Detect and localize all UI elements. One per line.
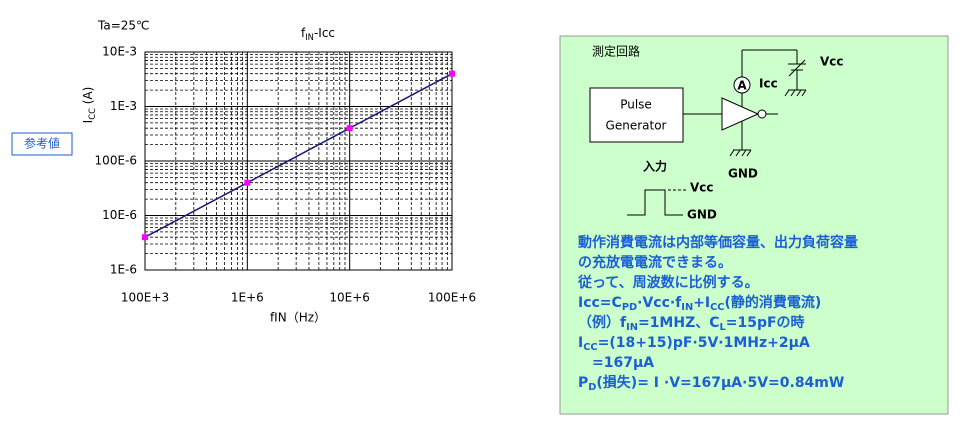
- note-line: の充放電電流できまる。: [578, 254, 732, 271]
- text-part: ·Vcc·f: [637, 295, 682, 311]
- y-tick-label: 10E-3: [102, 45, 137, 59]
- text-part: P: [578, 375, 588, 391]
- text-part: =167μA: [578, 355, 654, 371]
- circuit-title: 測定回路: [592, 44, 640, 59]
- text-part: I: [81, 120, 95, 124]
- subscript: CC: [87, 108, 97, 120]
- text-part: （例）f: [578, 314, 627, 331]
- text-part: 動作消費電流は内部等価容量、出力負荷容量: [578, 234, 858, 251]
- data-point: [449, 70, 455, 77]
- note-line: =167μA: [578, 355, 654, 371]
- data-point: [244, 179, 251, 186]
- y-tick-label: 1E-6: [110, 263, 137, 277]
- note-line: 動作消費電流は内部等価容量、出力負荷容量: [578, 234, 858, 251]
- text-part: =15pFの時: [726, 314, 805, 331]
- ammeter-label: A: [737, 79, 747, 93]
- notes: 動作消費電流は内部等価容量、出力負荷容量の充放電電流できまる。従って、周波数に比…: [577, 234, 858, 393]
- note-line: ICC=(18+15)pF·5V·1MHz+2μA: [578, 335, 810, 353]
- text-part: I: [578, 335, 583, 351]
- x-axis-label: fIN（Hz）: [270, 311, 326, 325]
- wave-vcc-label: Vcc: [690, 181, 714, 195]
- y-tick-label: 1E-3: [110, 99, 137, 113]
- data-point: [142, 234, 148, 241]
- subscript: CC: [583, 342, 597, 353]
- data-point: [346, 125, 353, 132]
- pulse-generator-box: [589, 87, 684, 143]
- x-tick-label: 1E+6: [231, 291, 264, 305]
- subscript: IN: [681, 302, 693, 313]
- subscript: D: [588, 382, 596, 393]
- text-part: f: [301, 26, 306, 40]
- x-tick-label: 10E+6: [329, 291, 370, 305]
- note-line: （例）fIN=1MHZ、CL=15pFの時: [578, 314, 805, 333]
- badge: 参考値: [24, 136, 60, 151]
- y-axis-label: ICC (A): [81, 87, 97, 124]
- circuit-panel: 測定回路 Pulse Generator A Icc: [559, 35, 949, 415]
- subscript: IN: [305, 32, 314, 42]
- y-tick-label: 10E-6: [102, 208, 137, 222]
- pulse-generator-label: Pulse: [620, 98, 652, 112]
- text-part: =(18+15)pF·5V·1MHz+2μA: [598, 335, 810, 351]
- icc-label: Icc: [759, 77, 778, 91]
- wires: [627, 49, 807, 216]
- text-part: の充放電電流できまる。: [578, 254, 732, 271]
- wave-gnd-label: GND: [687, 208, 717, 222]
- series-line: [144, 73, 453, 238]
- subscript: CC: [710, 302, 724, 313]
- plot: 1E-6 10E-6 100E-6 1E-3 10E-3 100E+3 1E+6 10E+6 1…: [95, 45, 477, 305]
- y-tick-label: 100E-6: [95, 154, 137, 168]
- text-part: 従って、周波数に比例する。: [577, 274, 759, 291]
- badge-box: [11, 132, 73, 156]
- annotation: Ta=25℃: [97, 19, 150, 33]
- text-part: (静的消費電流): [725, 294, 822, 311]
- text-part: (損失)= I ·V=167μA·5V=0.84mW: [596, 374, 844, 391]
- gnd-label: GND: [728, 167, 758, 181]
- x-tick-label: 100E+3: [121, 291, 169, 305]
- text-part: Icc=C: [578, 295, 622, 311]
- subscript: PD: [622, 302, 637, 313]
- text-part: -Icc: [314, 26, 335, 40]
- text-part: =1MHZ、C: [638, 315, 720, 331]
- vcc-label: Vcc: [820, 55, 844, 69]
- note-line: PD(損失)= I ·V=167μA·5V=0.84mW: [578, 374, 844, 393]
- note-line: Icc=CPD·Vcc·fIN+ICC(静的消費電流): [578, 294, 821, 313]
- x-tick-label: 100E+6: [428, 291, 476, 305]
- pulse-generator-label: Generator: [606, 119, 667, 133]
- note-line: 従って、周波数に比例する。: [577, 274, 759, 291]
- input-label: 入力: [643, 159, 667, 174]
- subscript: L: [720, 322, 726, 333]
- chart-title: fIN-Icc: [301, 26, 335, 42]
- text-part: +I: [693, 295, 710, 311]
- subscript: IN: [626, 322, 638, 333]
- text-part: (A): [81, 87, 95, 108]
